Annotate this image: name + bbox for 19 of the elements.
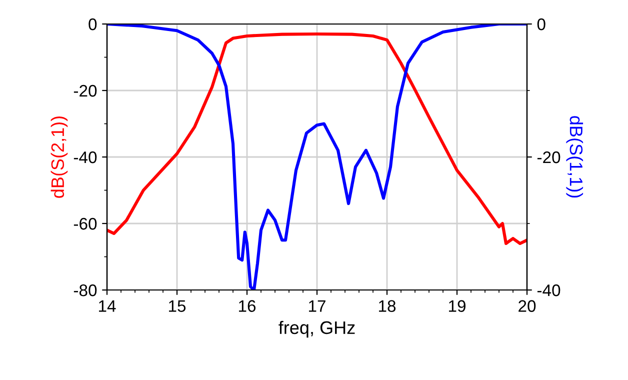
y-tick-label: -80 bbox=[74, 284, 97, 296]
x-tick-label: 16 bbox=[239, 300, 256, 312]
y2-tick-label: 0 bbox=[537, 18, 546, 30]
y-tick-label: -40 bbox=[74, 151, 97, 164]
x-tick-label: 15 bbox=[169, 300, 186, 312]
x-tick-label: 19 bbox=[449, 300, 466, 312]
y-axis-title: dB(S(2,1)) bbox=[50, 116, 68, 198]
y-tick-label: -20 bbox=[74, 84, 97, 97]
x-tick-label: 20 bbox=[518, 300, 536, 312]
y2-tick-label: -40 bbox=[537, 284, 560, 296]
x-tick-label: 14 bbox=[99, 300, 116, 312]
line-series bbox=[107, 32, 527, 245]
y-tick-label: 0 bbox=[88, 18, 97, 30]
x-tick-label: 18 bbox=[379, 300, 396, 312]
y2-tick-label: -20 bbox=[537, 151, 560, 164]
x-tick-label: 17 bbox=[309, 300, 326, 312]
y2-axis-title: dB(S(1,1)) bbox=[566, 116, 584, 198]
x-axis-title: freq, GHz bbox=[278, 320, 355, 338]
y-tick-label: -60 bbox=[74, 218, 97, 230]
